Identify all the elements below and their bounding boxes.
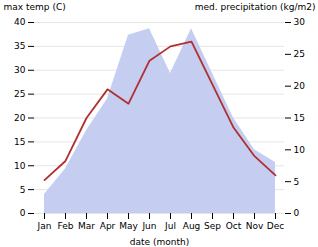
- svg-text:max temp (C): max temp (C): [4, 2, 66, 12]
- svg-text:Mar: Mar: [78, 221, 95, 231]
- svg-text:0: 0: [20, 208, 26, 218]
- svg-text:Feb: Feb: [58, 221, 74, 231]
- svg-text:Dec: Dec: [267, 221, 284, 231]
- svg-text:5: 5: [20, 185, 26, 195]
- svg-text:Jan: Jan: [37, 221, 52, 231]
- svg-text:40: 40: [14, 17, 26, 27]
- svg-text:25: 25: [294, 49, 305, 59]
- svg-text:15: 15: [294, 113, 305, 123]
- svg-text:30: 30: [294, 17, 306, 27]
- svg-text:15: 15: [14, 137, 25, 147]
- svg-text:Jun: Jun: [141, 221, 156, 231]
- svg-text:10: 10: [294, 145, 306, 155]
- svg-text:30: 30: [14, 65, 26, 75]
- svg-text:med. precipitation (kg/m2): med. precipitation (kg/m2): [195, 2, 316, 12]
- svg-text:20: 20: [294, 81, 306, 91]
- svg-text:date (month): date (month): [130, 237, 189, 247]
- svg-text:Nov: Nov: [246, 221, 264, 231]
- svg-text:35: 35: [14, 41, 25, 51]
- svg-text:0: 0: [294, 208, 300, 218]
- svg-text:Oct: Oct: [226, 221, 242, 231]
- svg-text:Jul: Jul: [164, 221, 176, 231]
- svg-text:10: 10: [14, 161, 26, 171]
- svg-text:20: 20: [14, 113, 26, 123]
- svg-text:25: 25: [14, 89, 25, 99]
- svg-text:5: 5: [294, 177, 300, 187]
- svg-text:Apr: Apr: [100, 221, 116, 231]
- svg-text:May: May: [119, 221, 138, 231]
- svg-text:Aug: Aug: [183, 221, 201, 231]
- svg-text:Sep: Sep: [204, 221, 221, 231]
